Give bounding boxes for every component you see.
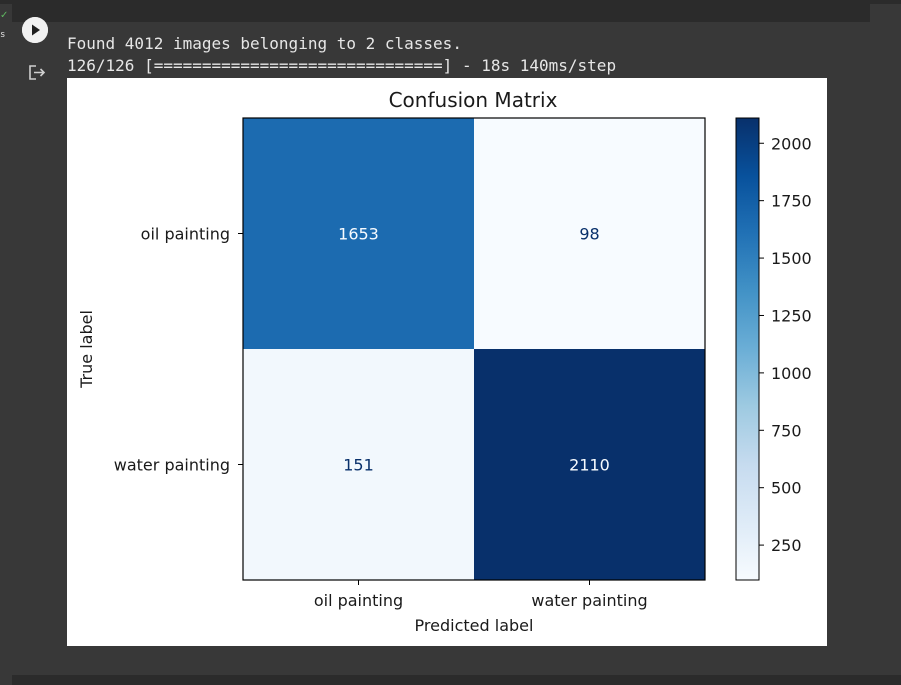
matrix-cell bbox=[243, 349, 474, 580]
colorbar-tick-label: 1250 bbox=[771, 306, 812, 325]
previous-cell-toolbar bbox=[868, 4, 901, 22]
confusion-matrix-figure: Confusion Matrix 1653 98 151 2110 oil paint… bbox=[67, 78, 827, 646]
colorbar-tick-label: 1500 bbox=[771, 249, 812, 268]
cell-value-label: 1653 bbox=[338, 225, 379, 244]
matrix-cell bbox=[474, 349, 705, 580]
x-tick-label: oil painting bbox=[314, 591, 403, 610]
output-line-found: Found 4012 images belonging to 2 classes… bbox=[67, 34, 462, 53]
execution-time: s bbox=[0, 30, 6, 40]
colorbar-tick-label: 2000 bbox=[771, 134, 812, 153]
colorbar-tick-label: 250 bbox=[771, 536, 802, 555]
y-tick-label: oil painting bbox=[141, 225, 230, 244]
play-icon bbox=[22, 17, 48, 43]
cell-value-label: 98 bbox=[579, 225, 599, 244]
colorbar-tick-label: 500 bbox=[771, 479, 802, 498]
cell-value-label: 2110 bbox=[569, 456, 610, 475]
cell-output-text: Found 4012 images belonging to 2 classes… bbox=[67, 33, 616, 77]
output-redirect-icon[interactable] bbox=[27, 63, 47, 83]
confusion-matrix-chart: Confusion Matrix 1653 98 151 2110 oil paint… bbox=[77, 88, 812, 635]
colorbar bbox=[735, 117, 760, 581]
previous-cell-border bbox=[0, 0, 901, 4]
colorbar-tick-label: 1000 bbox=[771, 364, 812, 383]
x-tick-label: water painting bbox=[531, 591, 647, 610]
cell-value-label: 151 bbox=[343, 456, 374, 475]
run-cell-button[interactable] bbox=[22, 17, 48, 43]
status-check-icon: ✓ bbox=[0, 10, 9, 21]
colorbar-tick-label: 750 bbox=[771, 421, 802, 440]
previous-cell-bottom bbox=[12, 4, 870, 22]
colorbar-tick-label: 1750 bbox=[771, 192, 812, 211]
chart-title: Confusion Matrix bbox=[389, 88, 558, 112]
matrix-cell bbox=[474, 118, 705, 349]
cell-gutter bbox=[0, 0, 12, 685]
y-tick-label: water painting bbox=[114, 456, 230, 475]
output-line-progress: 126/126 [==============================]… bbox=[67, 56, 617, 75]
x-axis-label: Predicted label bbox=[415, 616, 534, 635]
next-cell-border bbox=[12, 675, 901, 685]
y-axis-label: True label bbox=[77, 310, 96, 389]
matrix-cell bbox=[243, 118, 474, 349]
